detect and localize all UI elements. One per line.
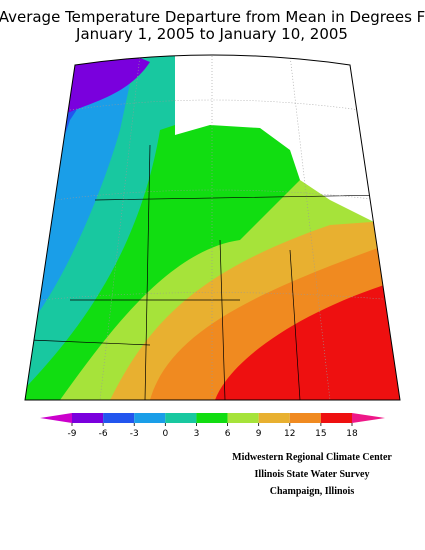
title-line: January 1, 2005 to January 10, 2005: [75, 25, 348, 43]
colorbar: -9 -6 -3 0 3 6 9 12 15 18: [40, 413, 385, 439]
colorbar-tick-label: 3: [194, 429, 200, 439]
colorbar-segment: [165, 413, 197, 423]
colorbar-segment: [258, 413, 290, 423]
colorbar-segment: [196, 413, 228, 423]
colorbar-tick-label: 15: [315, 429, 326, 439]
graticule: [39, 55, 396, 400]
credit-line: Champaign, Illinois: [270, 486, 355, 497]
colorbar-tick-label: 6: [225, 429, 231, 439]
credit-line: Midwestern Regional Climate Center: [232, 452, 392, 463]
colorbar-tick-label: -9: [68, 429, 77, 439]
colorbar-tick-label: 12: [284, 429, 295, 439]
state-lines: [29, 144, 391, 400]
colorbar-segment: [320, 413, 352, 423]
colorbar-segment: [134, 413, 166, 423]
title-line: Average Temperature Departure from Mean …: [0, 8, 425, 26]
colorbar-segment: [103, 413, 135, 423]
colorbar-segment: [227, 413, 259, 423]
credit-line: Illinois State Water Survey: [255, 469, 370, 480]
colorbar-tick-label: 0: [162, 429, 168, 439]
colorbar-tick-label: -3: [130, 429, 139, 439]
colorbar-segment: [352, 413, 385, 423]
colorbar-tick-label: -6: [99, 429, 108, 439]
colorbar-tick-label: 9: [256, 429, 262, 439]
colorbar-segment: [72, 413, 104, 423]
colorbar-tick-label: 18: [346, 429, 358, 439]
map-frame: [24, 54, 401, 401]
colorbar-segment: [40, 413, 72, 423]
map: [25, 55, 400, 400]
colorbar-segment: [289, 413, 321, 423]
